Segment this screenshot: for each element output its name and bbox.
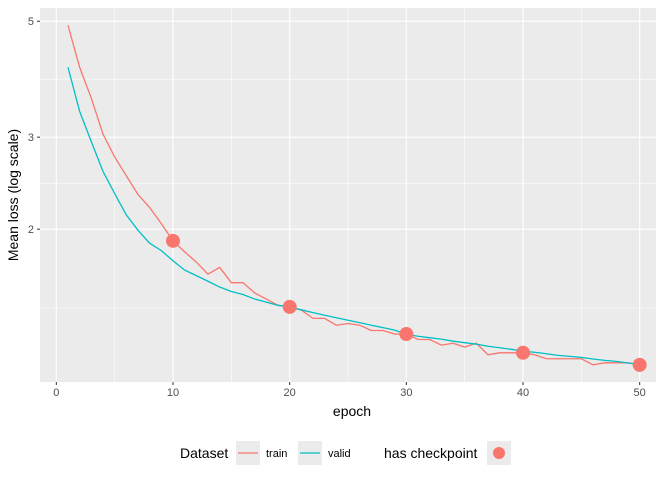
checkpoint-point (516, 345, 530, 360)
x-tick-label: 0 (53, 387, 59, 399)
checkpoint-points (166, 233, 647, 372)
legend-point-checkpoint (493, 447, 505, 459)
x-tick-label: 40 (517, 387, 529, 399)
y-tick-label: 3 (28, 132, 34, 144)
y-tick-label: 5 (28, 16, 34, 28)
legend: Dataset train valid has checkpoint (180, 441, 511, 465)
checkpoint-point (166, 233, 180, 248)
x-axis-title: epoch (333, 403, 371, 419)
checkpoint-point (399, 327, 414, 342)
y-tick-label: 2 (28, 224, 34, 236)
legend-title-checkpoint: has checkpoint (384, 445, 478, 461)
y-axis-title: Mean loss (log scale) (5, 129, 21, 261)
grid (40, 8, 656, 382)
series-lines (67, 25, 640, 366)
legend-label-train: train (266, 448, 287, 460)
series-line-valid (67, 67, 640, 366)
legend-label-valid: valid (328, 448, 351, 460)
checkpoint-point (632, 357, 647, 372)
x-tick-label: 10 (167, 387, 179, 399)
series-line-train (67, 25, 640, 366)
x-tick-label: 50 (634, 387, 646, 399)
legend-title-dataset: Dataset (180, 445, 228, 461)
x-tick-label: 20 (284, 387, 296, 399)
x-tick-label: 30 (400, 387, 412, 399)
checkpoint-point (282, 299, 297, 314)
